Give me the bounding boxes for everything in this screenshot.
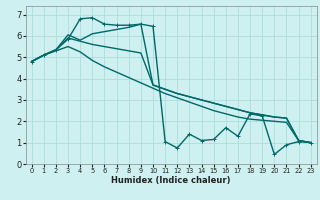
X-axis label: Humidex (Indice chaleur): Humidex (Indice chaleur) — [111, 176, 231, 185]
